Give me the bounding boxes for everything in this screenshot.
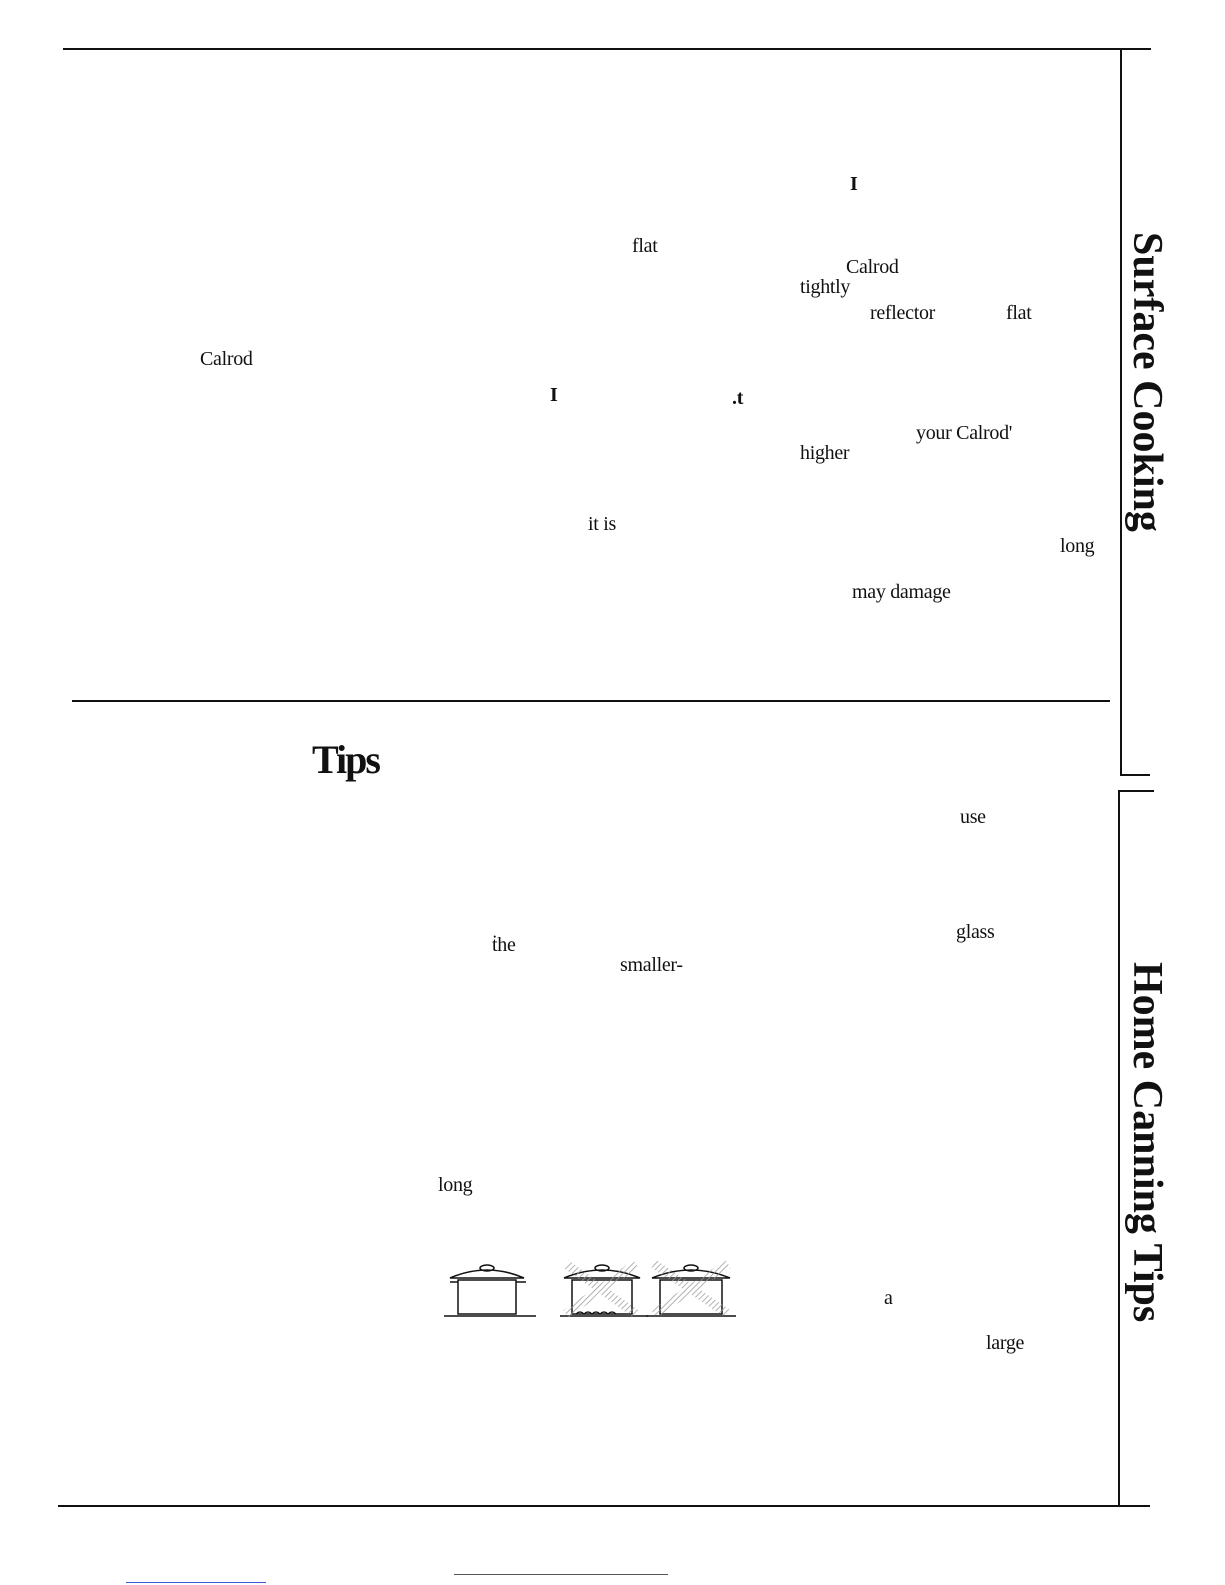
pot-wrong-icon-2 <box>646 1260 736 1318</box>
text-fragment: .t <box>732 387 744 409</box>
side-tab-surface-cooking: Surface Cooking <box>1124 232 1170 532</box>
text-fragment: may damage <box>852 581 951 603</box>
text-fragment: use <box>960 806 986 828</box>
tab-frame-lower-vertical <box>1118 790 1120 1507</box>
tab-frame-upper-bottom <box>1120 774 1150 776</box>
section-divider <box>72 700 1110 702</box>
text-fragment: I <box>850 173 858 195</box>
bottom-rule <box>58 1505 1150 1507</box>
text-fragment: large <box>986 1332 1025 1354</box>
side-tab-home-canning-tips: Home Canning Tips <box>1124 962 1170 1323</box>
footer-link-underline <box>126 1582 266 1583</box>
tab-frame-lower-top <box>1120 790 1154 792</box>
text-fragment: tightly <box>800 276 851 298</box>
text-fragment: ṫhe <box>492 934 516 956</box>
pot-correct-icon <box>444 1264 536 1317</box>
pot-wrong-icon-1 <box>560 1260 648 1318</box>
text-fragment: higher <box>800 442 850 464</box>
tab-frame-upper-vertical <box>1120 50 1122 775</box>
footer-line <box>454 1574 668 1575</box>
canner-pot-illustration <box>444 1260 736 1318</box>
text-fragment: flat <box>632 235 658 257</box>
top-rule <box>63 48 1151 50</box>
text-fragment: Calrod <box>200 348 253 370</box>
text-fragment: I <box>550 384 558 406</box>
text-fragment: glass <box>956 921 995 943</box>
text-fragment: long <box>1060 535 1095 557</box>
text-fragment: smaller- <box>620 954 683 976</box>
text-fragment: it is <box>588 513 616 535</box>
text-fragment: reflector <box>870 302 936 324</box>
text-fragment: a <box>884 1287 893 1309</box>
text-fragment: Calrod <box>846 256 899 278</box>
text-fragment: long <box>438 1174 473 1196</box>
text-fragment: flat <box>1006 302 1032 324</box>
section-heading: Tips <box>312 737 381 782</box>
text-fragment: your Calrod' <box>916 422 1013 444</box>
